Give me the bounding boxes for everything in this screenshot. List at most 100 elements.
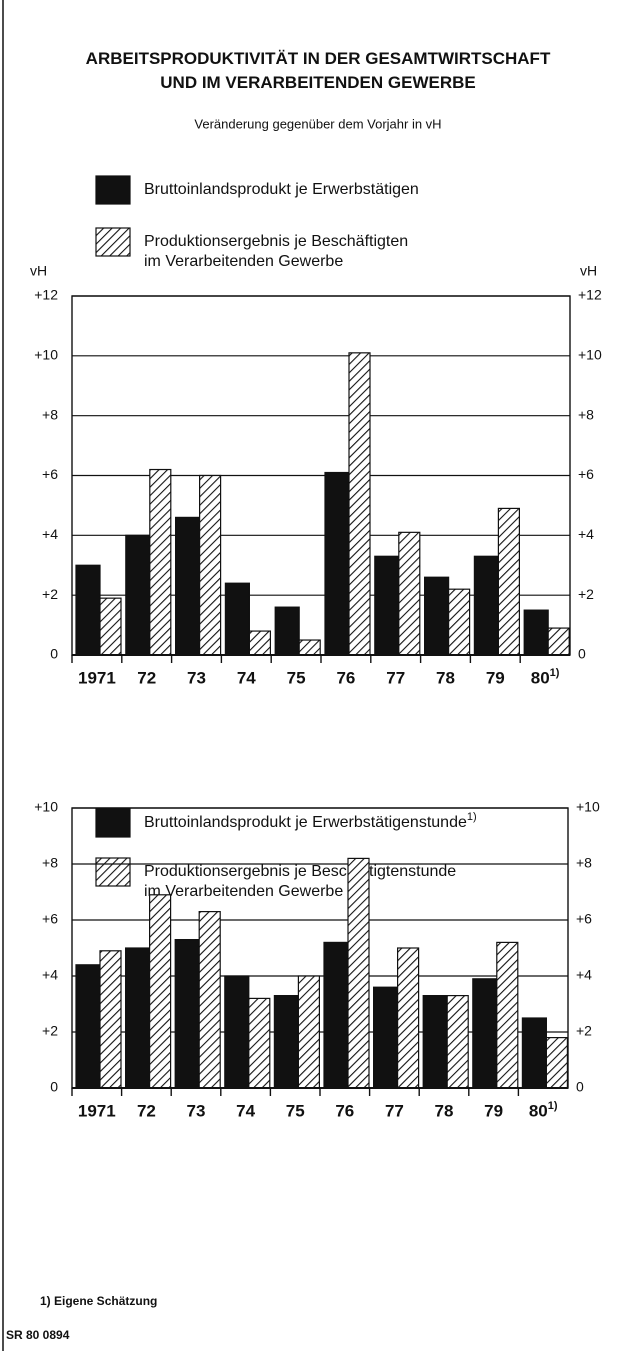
- x-tick-label: 72: [137, 668, 156, 687]
- x-tick-label: 1971: [78, 668, 116, 687]
- bar: [273, 994, 299, 1089]
- bar: [521, 1017, 548, 1089]
- x-tick-label: 1971: [78, 1101, 116, 1120]
- bar: [198, 910, 221, 1089]
- legend-swatch: [95, 808, 131, 838]
- bar: [398, 531, 421, 656]
- bar: [124, 947, 151, 1089]
- x-tick-label: 73: [187, 668, 206, 687]
- bar: [149, 468, 172, 656]
- bar: [547, 627, 570, 656]
- superscript: 1): [550, 667, 560, 679]
- x-tick-label: 72: [137, 1101, 156, 1120]
- x-tick-label: 801): [531, 667, 560, 688]
- bar: [374, 555, 400, 656]
- bar: [422, 994, 448, 1089]
- x-tick-label: 78: [435, 1101, 454, 1120]
- bar: [324, 471, 350, 656]
- y2-tick-label: +4: [576, 967, 592, 983]
- x-tick-label: 77: [385, 1101, 404, 1120]
- y2-tick-label: +2: [578, 586, 594, 602]
- y-tick-label: +12: [34, 287, 58, 303]
- source: SR 80 0894: [6, 1328, 70, 1342]
- bar: [75, 964, 101, 1089]
- y-tick-label: +10: [34, 347, 58, 363]
- bar: [125, 534, 151, 656]
- x-tick-label: 75: [286, 1101, 305, 1120]
- y2-tick-label: 0: [578, 646, 586, 662]
- x-tick-label: 77: [386, 668, 405, 687]
- bar: [224, 975, 250, 1089]
- legend-label: Produktionsergebnis je Beschäftigten im V…: [144, 233, 408, 270]
- bar: [274, 606, 300, 656]
- y2-tick-label: +8: [576, 855, 592, 871]
- y-tick-label: +2: [42, 1023, 58, 1039]
- x-tick-label: 75: [287, 668, 306, 687]
- bar: [99, 597, 122, 656]
- legend-swatch: [95, 175, 131, 205]
- x-tick-label: 76: [336, 668, 355, 687]
- bar: [497, 507, 520, 656]
- y2-tick-label: +6: [578, 466, 594, 482]
- y-tick-label: +6: [42, 911, 58, 927]
- y-tick-label: +6: [42, 466, 58, 482]
- bar: [323, 941, 349, 1089]
- bar: [347, 857, 370, 1089]
- bar: [448, 588, 471, 656]
- y2-tick-label: +10: [576, 799, 600, 815]
- x-tick-label: 74: [236, 1101, 255, 1120]
- y2-tick-label: +6: [576, 911, 592, 927]
- y2-tick-label: +8: [578, 406, 594, 422]
- x-tick-label: 801): [529, 1100, 558, 1121]
- y-tick-label: 0: [50, 1079, 58, 1095]
- bar: [174, 938, 200, 1089]
- y-tick-label: +4: [42, 526, 58, 542]
- bar: [99, 950, 122, 1089]
- y-tick-label: +4: [42, 967, 58, 983]
- title: ARBEITSPRODUKTIVITÄT IN DER GESAMTWIRTSC…: [86, 49, 551, 92]
- x-tick-label: 79: [484, 1101, 503, 1120]
- bar: [397, 947, 420, 1089]
- y2-axis-label: vH: [580, 263, 597, 279]
- bar: [248, 997, 271, 1089]
- y-tick-label: 0: [50, 646, 58, 662]
- x-tick-label: 74: [237, 668, 256, 687]
- x-tick-label: 79: [486, 668, 505, 687]
- legend-swatch: [95, 857, 131, 887]
- y2-tick-label: +12: [578, 287, 602, 303]
- bar: [175, 516, 201, 656]
- y-tick-label: +8: [42, 406, 58, 422]
- bar: [424, 576, 450, 656]
- bar: [545, 1036, 569, 1089]
- y-tick-label: +2: [42, 586, 58, 602]
- bar: [473, 555, 499, 656]
- y2-tick-label: +2: [576, 1023, 592, 1039]
- bar: [199, 474, 222, 656]
- y-tick-label: +10: [34, 799, 58, 815]
- y-tick-label: +8: [42, 855, 58, 871]
- legend-label: Produktionsergebnis je Beschäftigtenstun…: [144, 863, 456, 900]
- legend-label: Bruttoinlandsprodukt je Erwerbstätigen: [144, 181, 419, 198]
- bar: [298, 639, 321, 656]
- y2-tick-label: +10: [578, 347, 602, 363]
- y2-tick-label: 0: [576, 1079, 584, 1095]
- bar: [297, 975, 320, 1089]
- legend-label: Bruttoinlandsprodukt je Erwerbstätigenst…: [144, 811, 477, 831]
- superscript: 1): [548, 1100, 558, 1112]
- bar: [75, 564, 101, 656]
- legend-swatch: [95, 227, 131, 257]
- y2-tick-label: +4: [578, 526, 594, 542]
- bar: [149, 894, 172, 1089]
- bar: [472, 978, 498, 1089]
- bar: [348, 352, 371, 656]
- subtitle: Veränderung gegenüber dem Vorjahr in vH: [194, 116, 441, 131]
- bar: [373, 986, 399, 1089]
- x-tick-label: 76: [335, 1101, 354, 1120]
- bar: [523, 609, 549, 656]
- x-tick-label: 78: [436, 668, 455, 687]
- bar: [496, 941, 519, 1089]
- bar: [248, 630, 271, 656]
- superscript: 1): [467, 811, 477, 823]
- footnote: 1) Eigene Schätzung: [40, 1294, 157, 1308]
